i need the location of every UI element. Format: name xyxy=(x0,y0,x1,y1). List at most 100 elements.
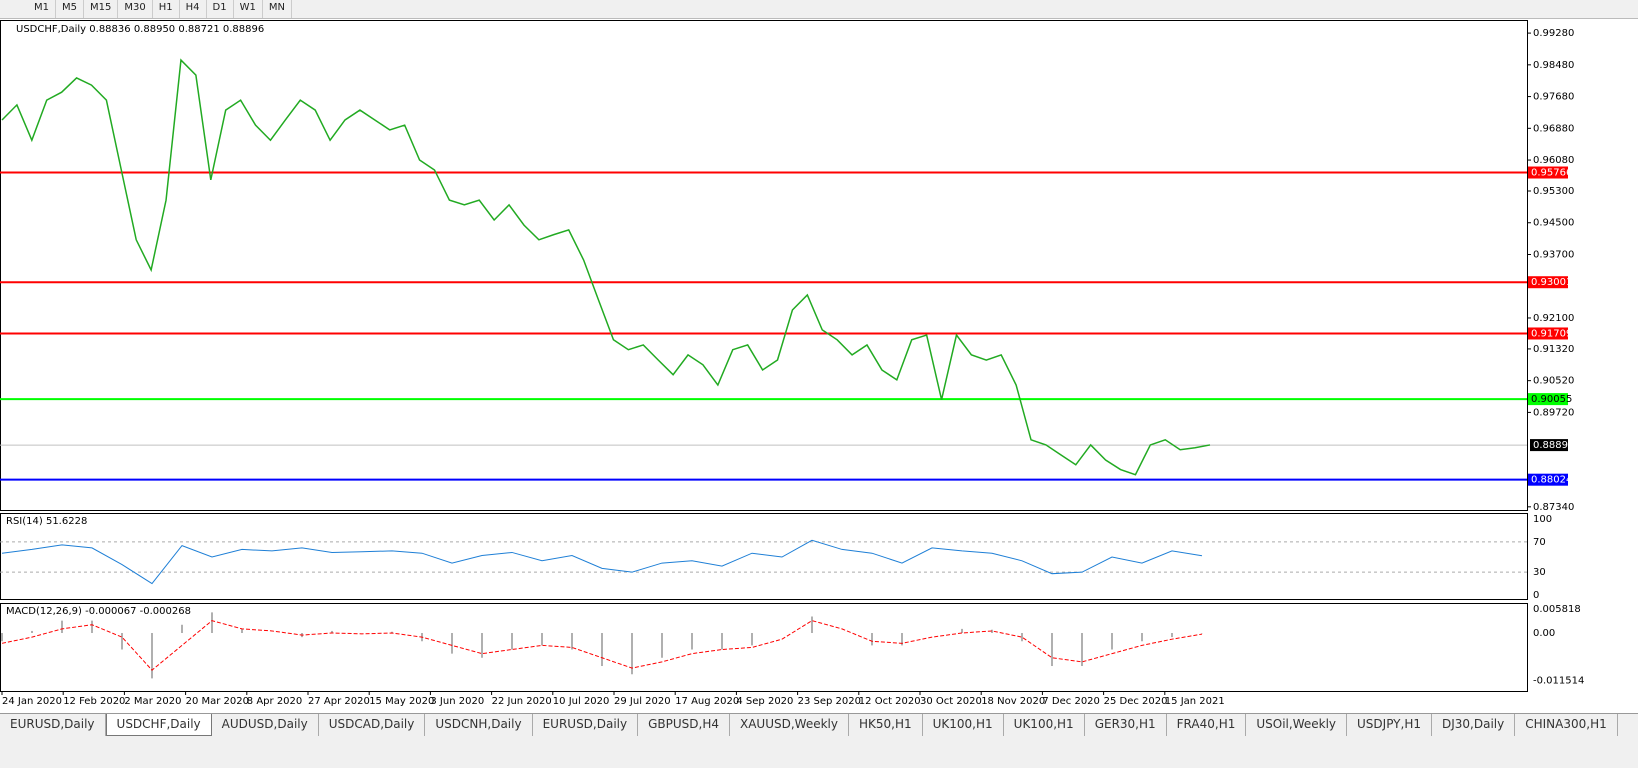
y-tick-label: 0.97680 xyxy=(1533,92,1574,103)
x-tick-label: 15 May 2020 xyxy=(369,696,434,707)
timeframe-button[interactable]: W1 xyxy=(234,0,263,18)
x-tick-label: 17 Aug 2020 xyxy=(675,696,739,707)
macd-bar xyxy=(1111,633,1113,650)
timeframe-button[interactable]: M5 xyxy=(56,0,84,18)
chart-tab[interactable]: EURUSD,Daily xyxy=(533,714,639,736)
timeframe-button[interactable]: H1 xyxy=(153,0,180,18)
x-tick-label: 3 Jun 2020 xyxy=(430,696,484,707)
chart-tab[interactable]: USDCAD,Daily xyxy=(319,714,426,736)
rsi-pane xyxy=(0,513,1528,600)
macd-bar xyxy=(61,620,63,634)
rsi-title: RSI(14) 51.6228 xyxy=(6,516,87,527)
macd-tick-label: 0.00 xyxy=(1533,628,1555,639)
timeframe-button[interactable]: H4 xyxy=(180,0,207,18)
macd-bar xyxy=(811,616,813,634)
timeframe-button[interactable]: M30 xyxy=(118,0,153,18)
chart-tab[interactable]: USDCNH,Daily xyxy=(425,714,533,736)
macd-bar xyxy=(31,630,33,634)
y-tick-label: 0.93700 xyxy=(1533,249,1574,260)
y-tick-label: 0.98480 xyxy=(1533,60,1574,71)
chart-tab[interactable]: USDJPY,H1 xyxy=(1347,714,1432,736)
chart-tab[interactable]: USOil,Weekly xyxy=(1246,714,1348,736)
chart-tab[interactable]: USDCHF,Daily xyxy=(105,714,212,736)
level-label: 0.95766 xyxy=(1531,168,1572,179)
chart-tab[interactable]: AUDUSD,Daily xyxy=(212,714,319,736)
timeframe-button[interactable]: M15 xyxy=(84,0,119,18)
timeframe-button[interactable]: M1 xyxy=(28,0,56,18)
x-tick-label: 2 Mar 2020 xyxy=(124,696,181,707)
macd-bar xyxy=(511,633,513,650)
macd-pane xyxy=(0,603,1528,692)
level-label: 0.91709 xyxy=(1531,328,1572,339)
x-tick-label: 25 Dec 2020 xyxy=(1104,696,1168,707)
macd-title: MACD(12,26,9) -0.000067 -0.000268 xyxy=(6,606,191,617)
close-line xyxy=(1,58,1211,476)
chart-tab[interactable]: GBPUSD,H4 xyxy=(638,714,730,736)
level-label-box xyxy=(1528,276,1568,289)
level-label: 0.90055 xyxy=(1531,394,1572,405)
y-tick-label: 0.90520 xyxy=(1533,376,1574,387)
macd-bar xyxy=(691,633,693,650)
x-tick-label: 15 Jan 2021 xyxy=(1165,696,1225,707)
timeframe-button[interactable]: MN xyxy=(263,0,292,18)
level-label: 0.88024 xyxy=(1531,475,1572,486)
macd-bar xyxy=(871,633,873,646)
chart-tab[interactable]: UK100,H1 xyxy=(1004,714,1085,736)
level-label-box xyxy=(1528,473,1568,486)
x-tick-label: 22 Jun 2020 xyxy=(492,696,552,707)
x-tick-label: 18 Nov 2020 xyxy=(981,696,1045,707)
macd-bar xyxy=(601,633,603,667)
x-tick-label: 7 Dec 2020 xyxy=(1042,696,1100,707)
macd-bar xyxy=(751,633,753,646)
chart-window: USDCHF,Daily 0.88836 0.88950 0.88721 0.8… xyxy=(0,19,1638,713)
x-tick-label: 24 Jan 2020 xyxy=(2,696,62,707)
chart-tab[interactable]: DJ30,Daily xyxy=(1432,714,1516,736)
chart-tab[interactable]: FRA40,H1 xyxy=(1167,714,1247,736)
chart-tab[interactable]: EURUSD,Daily xyxy=(0,714,106,736)
macd-bar xyxy=(91,620,93,634)
macd-signal xyxy=(1,620,1203,671)
x-tick-label: 12 Oct 2020 xyxy=(859,696,921,707)
rsi-tick-label: 0 xyxy=(1533,590,1539,601)
chart-tab[interactable]: GER30,H1 xyxy=(1085,714,1167,736)
level-label-box xyxy=(1528,327,1568,340)
y-tick-label: 0.92100 xyxy=(1533,313,1574,324)
macd-bar xyxy=(961,628,963,634)
x-tick-label: 29 Jul 2020 xyxy=(614,696,671,707)
toolbar: M1 M5 M15 M30 H1 H4 D1 W1 MN xyxy=(0,0,1638,19)
chart-tab[interactable]: HK50,H1 xyxy=(849,714,923,736)
macd-bar xyxy=(391,631,393,634)
y-tick-label: 0.99280 xyxy=(1533,28,1574,39)
chart-tab[interactable]: UK100,H1 xyxy=(923,714,1004,736)
macd-bar xyxy=(181,624,183,634)
price-label-box xyxy=(1530,439,1568,452)
x-tick-label: 27 Apr 2020 xyxy=(308,696,370,707)
y-tick-label: 0.91320 xyxy=(1533,344,1574,355)
chart-tab[interactable]: XAUUSD,Weekly xyxy=(730,714,849,736)
macd-bar xyxy=(1,633,3,642)
y-tick-label: 0.96880 xyxy=(1533,123,1574,134)
macd-bar xyxy=(571,633,573,650)
y-tick-label: 0.95300 xyxy=(1533,186,1574,197)
tab-bar: EURUSD,Daily USDCHF,Daily AUDUSD,Daily USDC… xyxy=(0,713,1638,736)
macd-bar xyxy=(211,612,213,634)
rsi-tick-label: 70 xyxy=(1533,537,1546,548)
macd-bar xyxy=(151,633,153,679)
timeframe-button[interactable]: D1 xyxy=(207,0,234,18)
chart-tab[interactable]: CHINA300,H1 xyxy=(1515,714,1618,736)
x-tick-label: 12 Feb 2020 xyxy=(63,696,125,707)
chart-background xyxy=(0,19,1638,713)
x-tick-label: 4 Sep 2020 xyxy=(736,696,793,707)
main-pane xyxy=(0,20,1528,511)
macd-bar xyxy=(451,633,453,654)
macd-bar xyxy=(631,633,633,675)
macd-tick-label: -0.011514 xyxy=(1533,676,1584,687)
macd-bar xyxy=(541,633,543,646)
macd-bar xyxy=(1051,633,1053,667)
chart-title: USDCHF,Daily 0.88836 0.88950 0.88721 0.8… xyxy=(16,24,264,35)
macd-bar xyxy=(901,633,903,646)
x-tick-label: 8 Apr 2020 xyxy=(247,696,302,707)
toolbar-icon[interactable] xyxy=(0,0,28,18)
rsi-tick-label: 30 xyxy=(1533,567,1546,578)
